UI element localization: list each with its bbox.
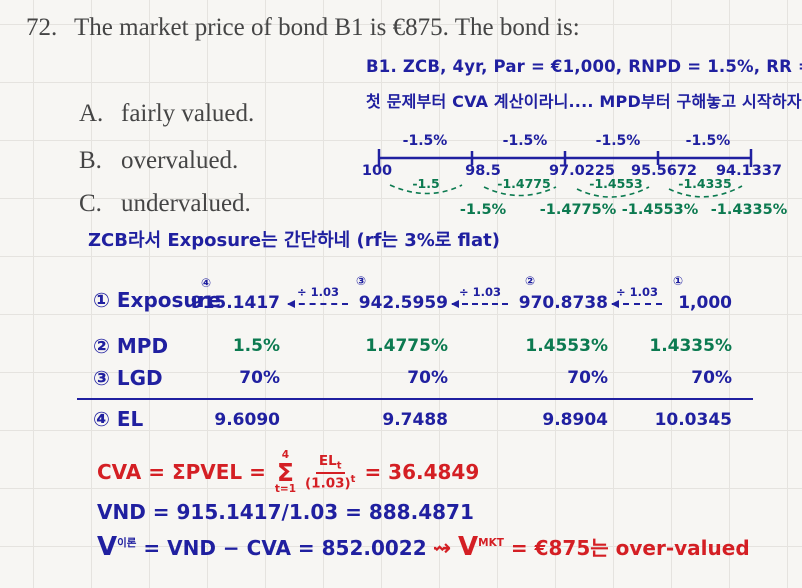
lgd-value: 70% bbox=[239, 368, 280, 388]
market-conclusion: ⇝ VMKT = €875는 over-valued bbox=[433, 532, 750, 561]
fraction-numerator: ELt bbox=[315, 452, 345, 475]
option-a-letter: A. bbox=[79, 100, 104, 127]
korean-comment-note: 첫 문제부터 CVA 계산이라니.... MPD부터 구해놓고 시작하자 bbox=[366, 92, 802, 111]
discount-arrow-label: ÷ 1.03 bbox=[458, 285, 501, 299]
conclusion-body: = €875는 over-valued bbox=[510, 536, 750, 560]
fraction-denominator: (1.03)t bbox=[305, 474, 355, 492]
numerator-subscript: t bbox=[336, 460, 342, 472]
denominator-base: (1.03) bbox=[305, 475, 351, 492]
hazard-percent-label: -1.4775% bbox=[539, 202, 617, 218]
left-dashed-arrow-icon bbox=[611, 299, 662, 308]
decrement-value: -1.5 bbox=[412, 176, 440, 191]
v-symbol: V bbox=[97, 531, 118, 562]
denominator-exponent: t bbox=[350, 474, 356, 486]
sigma-lower-bound: t=1 bbox=[274, 483, 297, 496]
exposure-comment-note: ZCB라서 Exposure는 간단하네 (rf는 3%로 flat) bbox=[88, 230, 500, 251]
hazard-percent-label: -1.4553% bbox=[621, 202, 699, 218]
valuation-conclusion-line: V이론 = VND − CVA = 852.0022 ⇝ VMKT = €875… bbox=[97, 532, 750, 562]
survival-node-value: 97.0225 bbox=[548, 163, 616, 179]
mpd-value: 1.4335% bbox=[649, 336, 732, 356]
el-value: 9.7488 bbox=[382, 410, 448, 430]
timeline-strokes bbox=[377, 149, 753, 198]
sigma-symbol: 4 Σ t=1 bbox=[275, 450, 296, 495]
numerator-base: EL bbox=[318, 452, 337, 469]
exposure-value: 942.5959 bbox=[358, 293, 448, 313]
hazard-percent-label: -1.4335% bbox=[710, 202, 788, 218]
squiggle-arrow-icon: ⇝ bbox=[432, 536, 452, 561]
theoretical-value-formula: V이론 = VND − CVA = 852.0022 bbox=[97, 534, 427, 560]
v-market-symbol: V bbox=[458, 532, 479, 562]
el-row-label: ④ EL bbox=[93, 407, 144, 431]
exposure-value: 1,000 bbox=[678, 293, 732, 313]
el-value: 10.0345 bbox=[654, 410, 732, 430]
step-circle-4: ④ bbox=[201, 276, 212, 290]
survival-node-value: 98.5 bbox=[465, 163, 501, 179]
v-theory-superscript: 이론 bbox=[117, 536, 137, 549]
decrement-value: -1.4553 bbox=[589, 176, 643, 191]
question-text: The market price of bond B1 is €875. The… bbox=[74, 14, 580, 41]
mpd-value: 1.4553% bbox=[525, 336, 608, 356]
segment-rate-label: -1.5% bbox=[595, 133, 641, 149]
survival-node-value: 94.1337 bbox=[715, 163, 783, 179]
discounted-el-fraction: ELt (1.03)t bbox=[305, 453, 355, 492]
option-c-letter: C. bbox=[79, 190, 102, 217]
v-market-superscript: MKT bbox=[478, 537, 504, 549]
question-number: 72. bbox=[26, 14, 58, 41]
hazard-percent-label: -1.5% bbox=[459, 202, 507, 218]
theoretical-value-body: = VND − CVA = 852.0022 bbox=[143, 535, 427, 560]
option-c-text: undervalued. bbox=[121, 190, 251, 217]
survival-node-value: 95.5672 bbox=[630, 163, 698, 179]
option-b-text: overvalued. bbox=[121, 147, 239, 174]
sigma-upper-bound: 4 bbox=[281, 449, 290, 461]
segment-rate-label: -1.5% bbox=[502, 133, 548, 149]
cva-result: = 36.4849 bbox=[364, 460, 480, 485]
step-circle-3: ③ bbox=[356, 274, 367, 288]
left-dashed-arrow-icon bbox=[287, 299, 348, 308]
left-dashed-arrow-icon bbox=[451, 299, 508, 308]
el-value: 9.6090 bbox=[214, 410, 280, 430]
step-circle-2: ② bbox=[525, 274, 536, 288]
decrement-value: -1.4335 bbox=[678, 176, 732, 191]
mpd-value: 1.5% bbox=[232, 336, 280, 356]
vnd-formula: VND = 915.1417/1.03 = 888.4871 bbox=[97, 500, 474, 524]
option-b-letter: B. bbox=[79, 147, 102, 174]
exposure-value: 915.1417 bbox=[190, 293, 280, 313]
survival-node-value: 100 bbox=[361, 163, 393, 179]
cva-formula-prefix: CVA = ΣPVEL = bbox=[97, 460, 266, 485]
mpd-row-label: ② MPD bbox=[93, 334, 169, 358]
discount-arrow-label: ÷ 1.03 bbox=[615, 285, 658, 299]
segment-rate-label: -1.5% bbox=[685, 133, 731, 149]
bond-setup-note: B1. ZCB, 4yr, Par = €1,000, RNPD = 1.5%,… bbox=[366, 57, 802, 76]
discount-arrow-label: ÷ 1.03 bbox=[296, 285, 339, 299]
discount-arrow: ÷ 1.03 bbox=[287, 285, 348, 308]
mpd-value: 1.4775% bbox=[365, 336, 448, 356]
el-value: 9.8904 bbox=[542, 410, 608, 430]
exposure-row-label: ① Exposure bbox=[93, 288, 222, 312]
lgd-value: 70% bbox=[691, 368, 732, 388]
step-circle-1: ① bbox=[673, 274, 684, 288]
cva-formula: CVA = ΣPVEL = 4 Σ t=1 ELt (1.03)t = 36.4… bbox=[97, 450, 479, 495]
option-a-text: fairly valued. bbox=[121, 100, 255, 127]
sigma-glyph: Σ bbox=[276, 457, 294, 487]
lgd-value: 70% bbox=[407, 368, 448, 388]
exposure-value: 970.8738 bbox=[518, 293, 608, 313]
hazard-rate-timeline: -1.5% -1.5% -1.5% -1.5% 100 98.5 97.0225… bbox=[340, 128, 802, 230]
discount-arrow: ÷ 1.03 bbox=[611, 285, 662, 308]
decrement-value: -1.4775 bbox=[497, 176, 551, 191]
discount-arrow: ÷ 1.03 bbox=[451, 285, 508, 308]
sum-divider-line bbox=[77, 398, 753, 400]
lgd-row-label: ③ LGD bbox=[93, 366, 163, 390]
segment-rate-label: -1.5% bbox=[402, 133, 448, 149]
lgd-value: 70% bbox=[567, 368, 608, 388]
